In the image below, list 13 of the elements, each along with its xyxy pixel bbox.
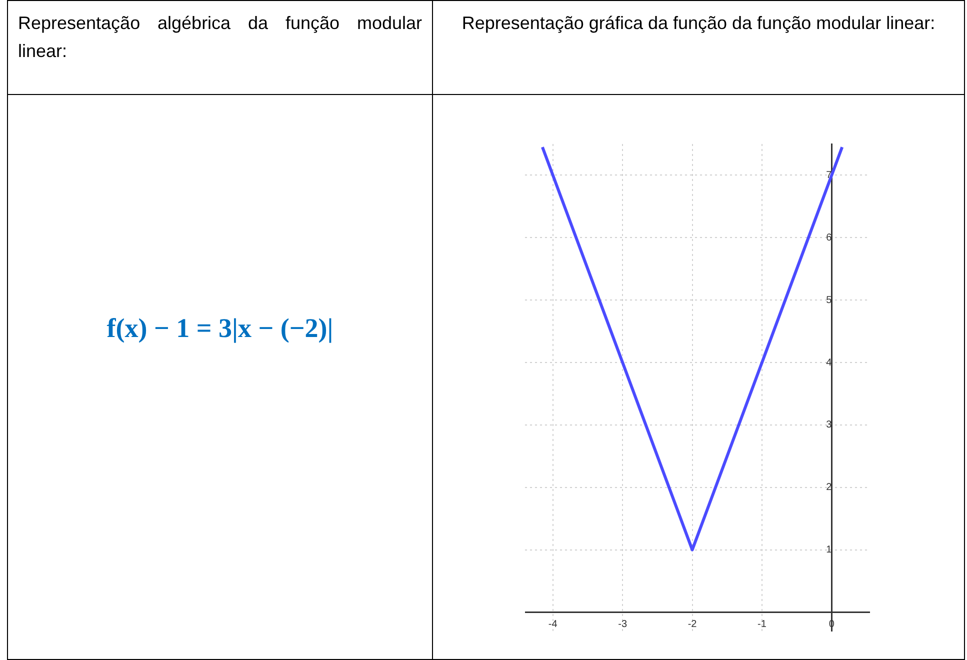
x-tick-label: -1 xyxy=(758,619,767,630)
y-tick-label: 2 xyxy=(826,482,832,494)
x-tick-label: -4 xyxy=(548,619,558,630)
y-tick-label: 3 xyxy=(826,420,832,431)
y-tick-label: 5 xyxy=(826,294,832,306)
text: Representação algébrica da função modular linear: xyxy=(7,0,433,95)
x-tick-label: -3 xyxy=(618,619,628,630)
x-tick-label: -2 xyxy=(688,619,698,630)
y-tick-label: 4 xyxy=(826,357,832,368)
text: f(x) − 1 = 3|x − (−2)| xyxy=(106,313,334,344)
y-tick-label: 1 xyxy=(826,544,832,556)
chart-title: Representação gráfica da função da função modular linear: xyxy=(432,0,965,95)
y-tick-label: 6 xyxy=(826,232,832,244)
